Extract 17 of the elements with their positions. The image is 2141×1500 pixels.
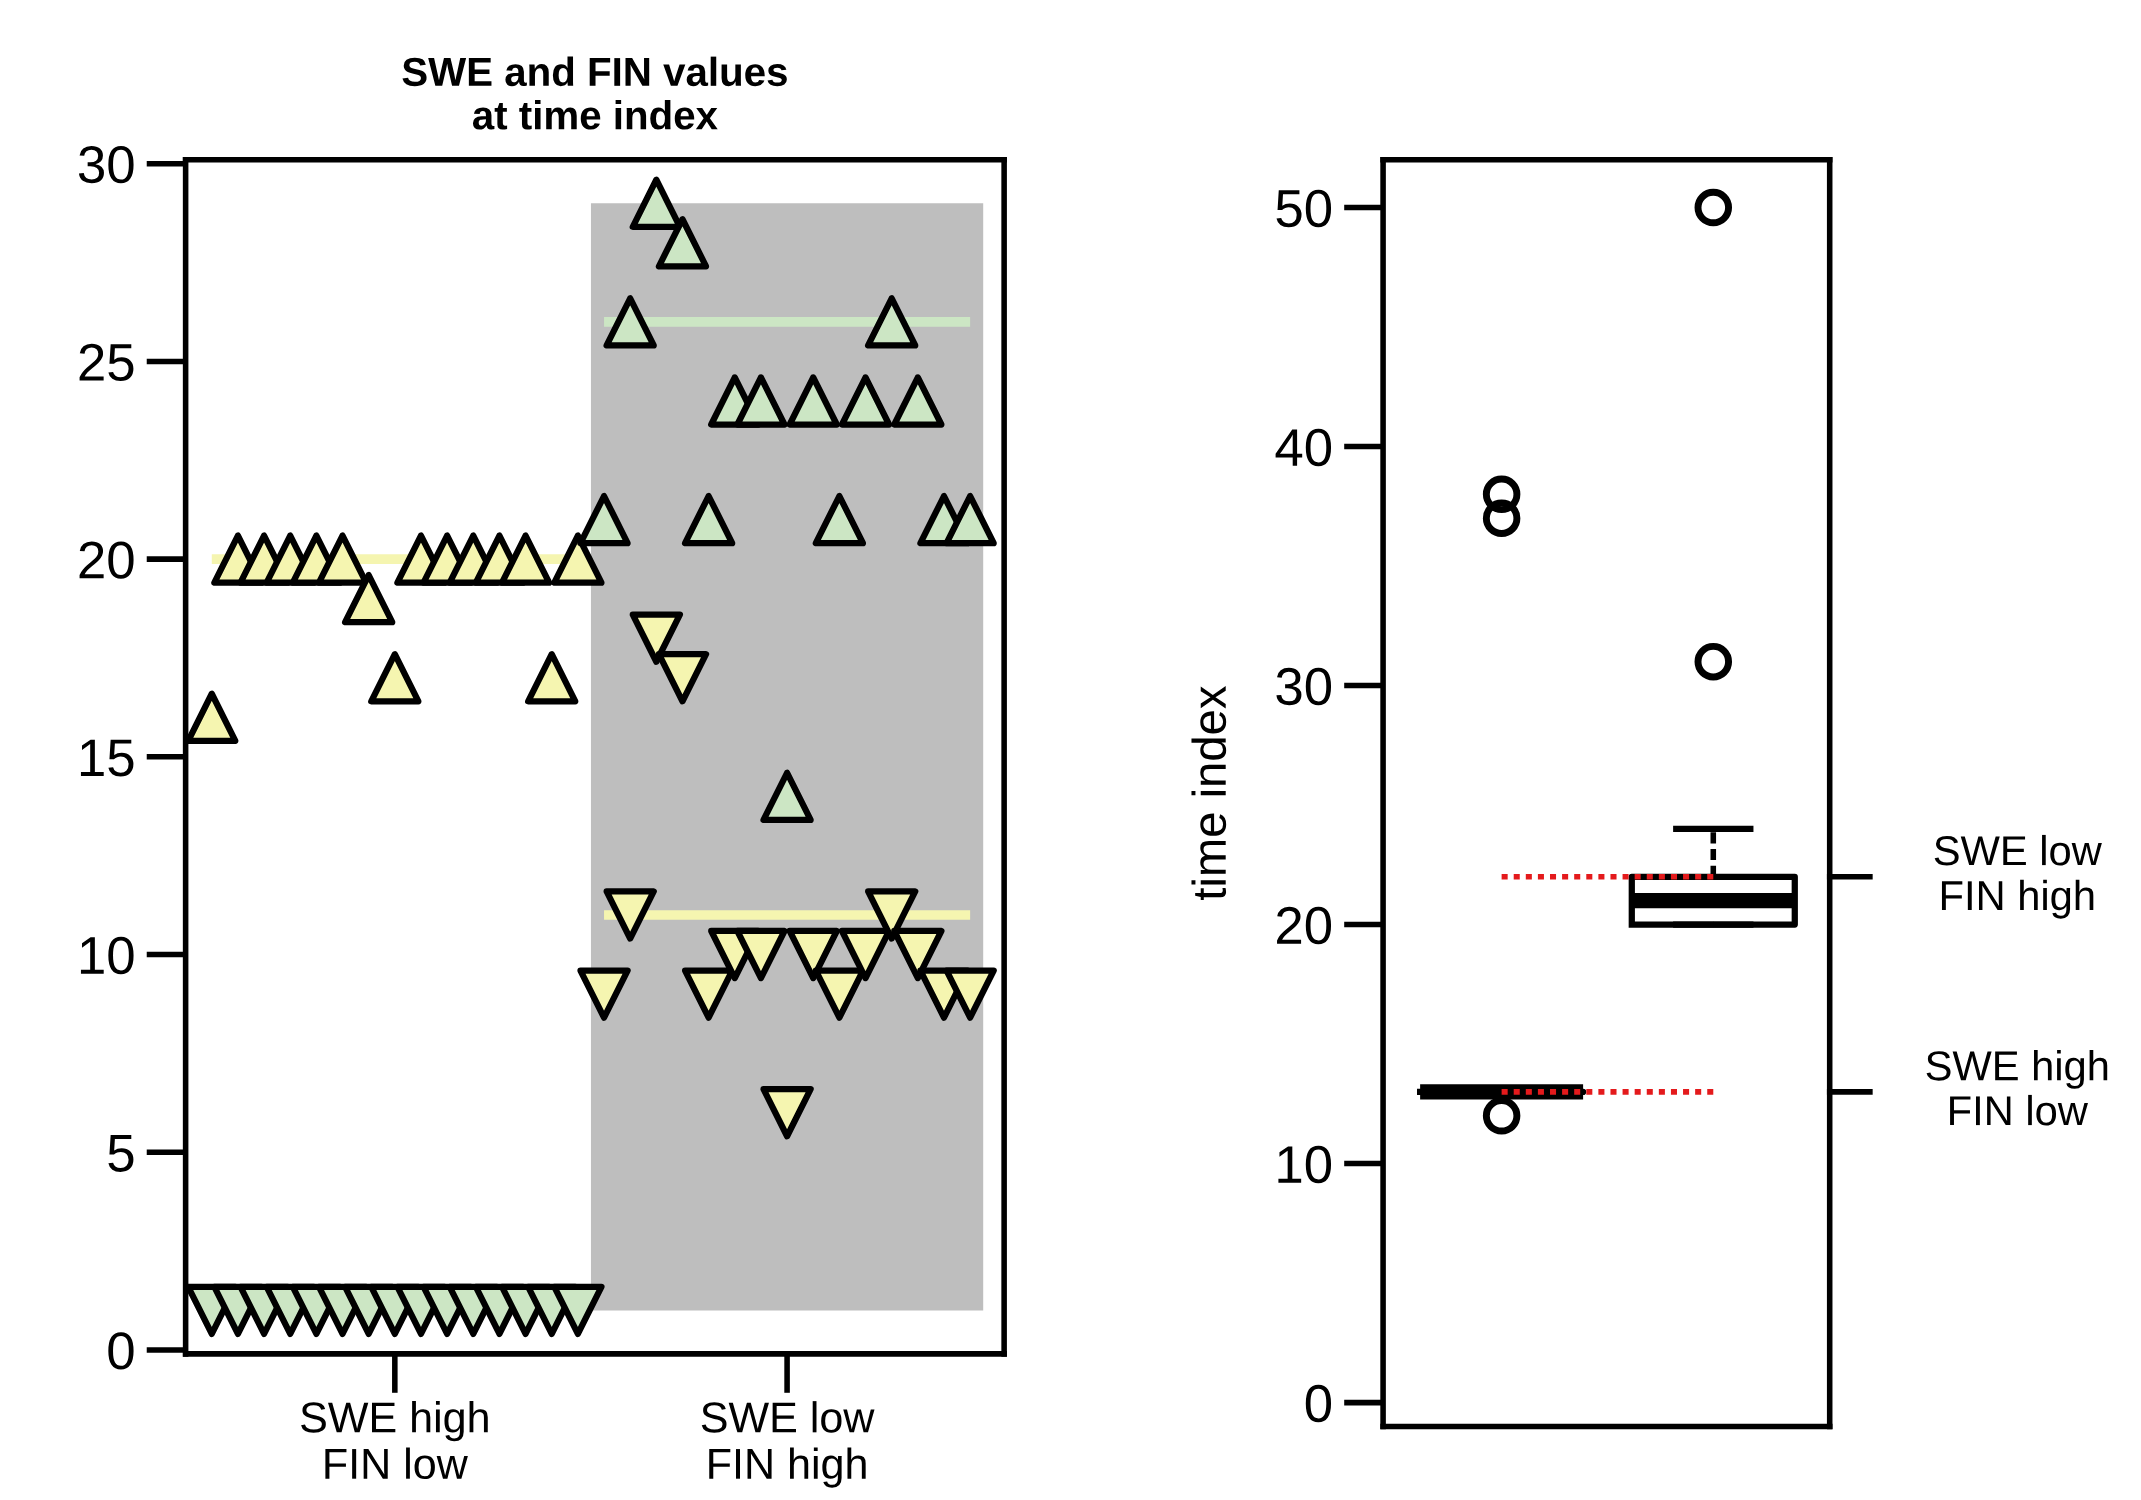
text: SWE high FIN low [1926, 1050, 2108, 1126]
y-tick-label: 10 [1278, 1145, 1332, 1184]
y-tick-label: 40 [1275, 428, 1332, 467]
y-tick-label: 20 [79, 541, 134, 579]
y-tick-label: 0 [1305, 1384, 1332, 1423]
y-tick-label: 25 [79, 343, 134, 382]
y-tick-label: 30 [78, 145, 134, 184]
text: SWE low FIN high [1934, 834, 2102, 919]
y-tick-label: 10 [80, 936, 134, 975]
y-axis-title: time index [1191, 686, 1227, 901]
y-tick-label: 50 [1276, 189, 1332, 228]
y-tick-label: 20 [1277, 906, 1332, 945]
y-tick-label: 30 [1276, 667, 1332, 706]
y-tick-label: 0 [108, 1332, 134, 1370]
chart-title: SWE and FIN values at time index [402, 56, 787, 130]
y-tick-label: 5 [108, 1135, 134, 1172]
y-tick-label: 15 [80, 739, 134, 777]
